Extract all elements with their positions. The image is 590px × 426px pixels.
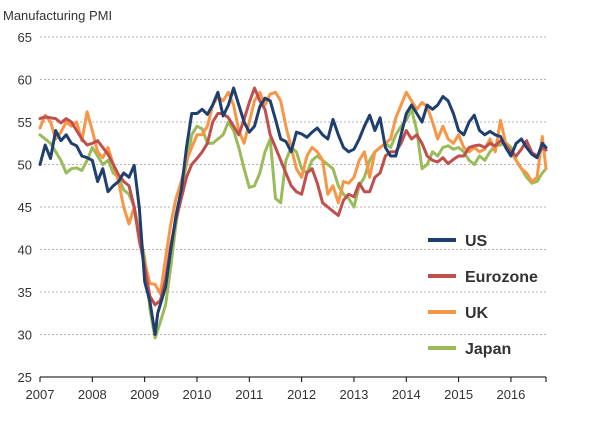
y-tick-label: 55 [18, 115, 32, 130]
x-tick-label: 2014 [392, 387, 421, 402]
x-tick-label: 2009 [130, 387, 159, 402]
x-tick-label: 2015 [444, 387, 473, 402]
legend-label-uk: UK [465, 305, 489, 322]
gridlines [40, 36, 546, 378]
y-tick-label: 35 [18, 285, 32, 300]
series-line-eurozone [38, 86, 548, 307]
x-axis-ticks: 2007 2008 2009 2010 2011 2012 2013 2014 2015 2016 [26, 377, 547, 402]
series-line-us [38, 86, 548, 336]
x-tick-label: 2016 [496, 387, 525, 402]
legend: US Eurozone UK Japan [428, 233, 538, 358]
y-tick-label: 45 [18, 200, 32, 215]
y-tick-label: 25 [18, 370, 32, 385]
x-tick-label: 2012 [287, 387, 316, 402]
y-tick-label: 65 [18, 30, 32, 45]
y-axis-ticks: 25 30 35 40 45 50 55 60 65 [18, 30, 32, 385]
legend-label-us: US [465, 233, 488, 250]
chart-title: Manufacturing PMI [3, 8, 112, 23]
x-tick-label: 2011 [235, 387, 263, 402]
series-line-japan [38, 107, 548, 340]
series-lines [38, 86, 548, 340]
y-tick-label: 40 [18, 243, 32, 258]
x-tick-label: 2013 [339, 387, 368, 402]
x-tick-label: 2010 [183, 387, 212, 402]
x-tick-label: 2008 [78, 387, 107, 402]
y-tick-label: 60 [18, 73, 32, 88]
y-tick-label: 50 [18, 158, 32, 173]
x-tick-label: 2007 [26, 387, 55, 402]
legend-label-eurozone: Eurozone [465, 269, 538, 286]
y-tick-label: 30 [18, 328, 32, 343]
legend-label-japan: Japan [465, 341, 511, 358]
series-line-uk [38, 90, 548, 296]
